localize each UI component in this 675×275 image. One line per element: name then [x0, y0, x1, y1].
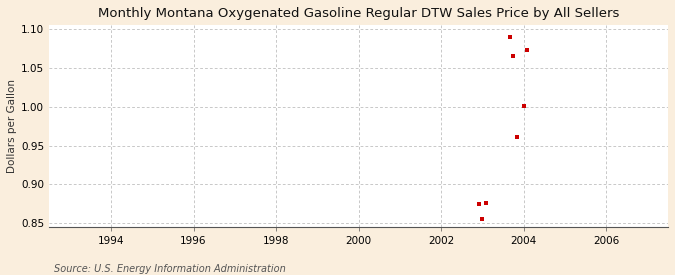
Title: Monthly Montana Oxygenated Gasoline Regular DTW Sales Price by All Sellers: Monthly Montana Oxygenated Gasoline Regu…: [98, 7, 619, 20]
Text: Source: U.S. Energy Information Administration: Source: U.S. Energy Information Administ…: [54, 264, 286, 274]
Y-axis label: Dollars per Gallon: Dollars per Gallon: [7, 79, 17, 173]
